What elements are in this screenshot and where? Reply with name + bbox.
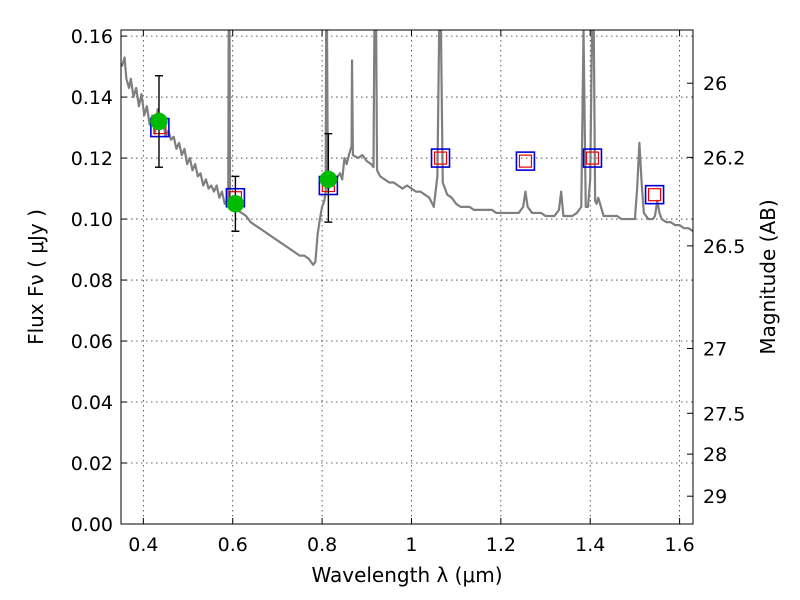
- y-tick-label: 0.16: [71, 26, 113, 48]
- y-tick-label: 0.12: [71, 148, 113, 170]
- data-layer: [121, 30, 693, 266]
- model-photometry-inner-marker: [647, 188, 662, 202]
- y-tick-label: 0.00: [71, 514, 113, 536]
- model-photometry-marker: [644, 184, 665, 205]
- x-tick-label: 0.4: [128, 534, 158, 556]
- y-tick-label: 0.10: [71, 209, 113, 231]
- model-photometry-marker: [430, 148, 451, 168]
- y2-tick-label: 29: [703, 486, 727, 508]
- x-tick-label: 1.2: [486, 534, 516, 556]
- axes-layer: 0.4 0.6 0.8 1 1.2 1.4 1.6 0.00 0.02 0.04 0.06 0.08 0…: [71, 26, 746, 556]
- y2-tick-label: 28: [703, 444, 727, 466]
- y-tick-label: 0.04: [71, 392, 113, 414]
- y-tick-label: 0.14: [71, 87, 113, 109]
- x-tick-label: 1: [405, 534, 417, 556]
- x-tick-label: 0.8: [307, 534, 337, 556]
- observed-photometry-point: [226, 195, 245, 213]
- y2-tick-label: 26.2: [703, 147, 745, 169]
- x-tick-label: 0.6: [218, 534, 248, 556]
- model-photometry-marker: [582, 148, 603, 168]
- model-photometry-inner-marker: [433, 151, 448, 165]
- y-tick-label: 0.06: [71, 331, 113, 353]
- model-photometry-marker: [515, 151, 536, 171]
- model-photometry-inner-marker: [585, 151, 600, 165]
- observed-photometry-point: [150, 112, 168, 131]
- y-tick-label: 0.02: [71, 453, 113, 475]
- plot-frame: [120, 29, 694, 525]
- x-axis-label: Wavelength λ (μm): [311, 563, 502, 587]
- x-tick-label: 1.6: [664, 534, 694, 556]
- model-photometry-inner-marker: [518, 154, 533, 168]
- y2-tick-label: 26.5: [703, 236, 745, 258]
- y2-tick-label: 26: [703, 73, 727, 95]
- grid-lines: [121, 30, 693, 525]
- y2-axis-label: Magnitude (AB): [756, 199, 780, 354]
- observed-photometry-point: [319, 170, 338, 189]
- y-tick-label: 0.08: [71, 270, 113, 292]
- y2-tick-label: 27.5: [703, 403, 745, 425]
- y2-tick-label: 27: [703, 339, 727, 361]
- x-tick-label: 1.4: [575, 534, 605, 556]
- model-spectrum-line: [121, 30, 693, 266]
- y-axis-label: Flux Fν ( μJy ): [24, 209, 48, 345]
